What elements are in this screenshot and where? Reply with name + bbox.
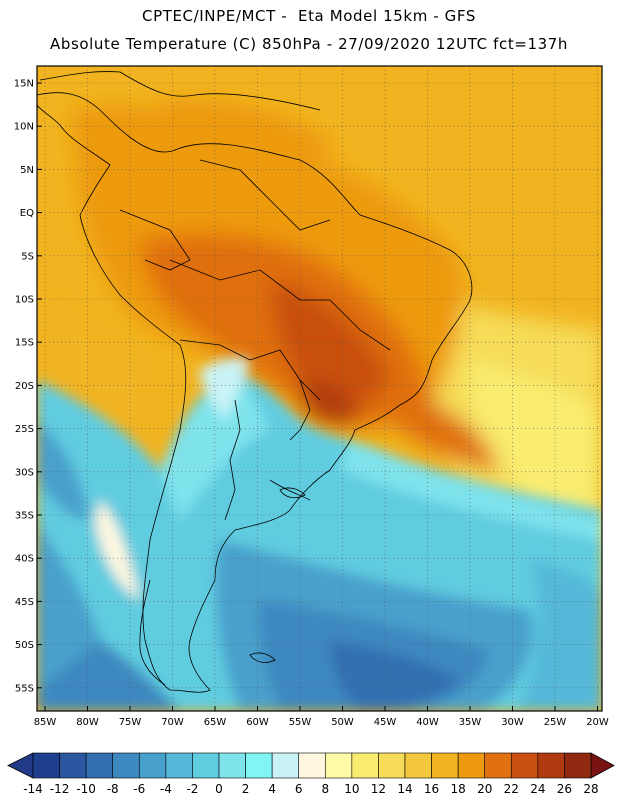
lat-tick-label: 5S <box>21 251 34 262</box>
lat-tick-label: 5N <box>20 165 34 176</box>
lat-tick-label: 55S <box>15 683 34 694</box>
colorbar-swatch <box>299 753 326 778</box>
colorbar-swatch <box>325 753 352 778</box>
lon-tick-label: 85W <box>34 717 57 728</box>
colorbar-swatch <box>405 753 432 778</box>
colorbar-swatch <box>219 753 246 778</box>
colorbar-swatch <box>485 753 512 778</box>
colorbar-label: -6 <box>133 782 145 796</box>
colorbar-label: 6 <box>295 782 303 796</box>
colorbar-label: 2 <box>242 782 250 796</box>
colorbar: -14 -12 -10 -8 -6 -4 -2 0 2 4 6 8 10 12 14 16 18 20 22 24 26… <box>8 753 614 796</box>
colorbar-swatch <box>352 753 379 778</box>
lat-tick-label: EQ <box>20 208 34 219</box>
colorbar-label: 14 <box>397 782 412 796</box>
temperature-field <box>37 66 602 711</box>
lon-tick-label: 50W <box>331 717 354 728</box>
colorbar-swatch <box>564 753 591 778</box>
lon-tick-label: 25W <box>544 717 567 728</box>
lat-tick-label: 45S <box>15 597 34 608</box>
colorbar-swatch <box>246 753 273 778</box>
colorbar-label: -12 <box>50 782 70 796</box>
colorbar-label: -4 <box>160 782 172 796</box>
colorbar-label: 12 <box>371 782 386 796</box>
colorbar-label: -10 <box>76 782 96 796</box>
lon-tick-label: 30W <box>501 717 524 728</box>
colorbar-label: 28 <box>583 782 598 796</box>
lon-tick-label: 35W <box>459 717 482 728</box>
colorbar-swatch <box>511 753 538 778</box>
lat-tick-label: 30S <box>15 467 34 478</box>
colorbar-swatch <box>166 753 193 778</box>
colorbar-label: 16 <box>424 782 439 796</box>
colorbar-swatch <box>192 753 219 778</box>
lon-tick-label: 75W <box>119 717 142 728</box>
lat-tick-label: 40S <box>15 554 34 565</box>
colorbar-swatch <box>139 753 166 778</box>
lat-tick-label: 10S <box>15 295 34 306</box>
lat-tick-label: 20S <box>15 381 34 392</box>
colorbar-swatch <box>60 753 87 778</box>
colorbar-label: 10 <box>344 782 359 796</box>
colorbar-label: -14 <box>23 782 43 796</box>
colorbar-label: 24 <box>530 782 545 796</box>
lon-tick-label: 65W <box>204 717 227 728</box>
colorbar-high-extension <box>591 753 614 778</box>
colorbar-swatch <box>458 753 485 778</box>
lon-tick-label: 80W <box>76 717 99 728</box>
lat-tick-label: 35S <box>15 511 34 522</box>
colorbar-label: 0 <box>215 782 223 796</box>
colorbar-swatch <box>33 753 60 778</box>
colorbar-swatch <box>378 753 405 778</box>
lon-tick-label: 45W <box>374 717 397 728</box>
colorbar-label: 8 <box>321 782 329 796</box>
lat-tick-label: 50S <box>15 640 34 651</box>
colorbar-swatch <box>538 753 565 778</box>
lon-tick-label: 55W <box>289 717 312 728</box>
colorbar-swatch <box>272 753 299 778</box>
lon-tick-label: 40W <box>416 717 439 728</box>
colorbar-low-extension <box>8 753 33 778</box>
lat-tick-label: 10N <box>14 122 34 133</box>
colorbar-label: 26 <box>557 782 572 796</box>
colorbar-label: 18 <box>451 782 466 796</box>
colorbar-swatch <box>113 753 140 778</box>
colorbar-swatch <box>432 753 459 778</box>
lat-tick-label: 15S <box>15 338 34 349</box>
colorbar-label: -2 <box>186 782 198 796</box>
lat-tick-label: 25S <box>15 424 34 435</box>
colorbar-swatch <box>86 753 113 778</box>
lon-tick-label: 70W <box>161 717 184 728</box>
lat-tick-label: 15N <box>14 79 34 90</box>
lon-tick-label: 20W <box>586 717 609 728</box>
lon-tick-label: 60W <box>246 717 269 728</box>
colorbar-label: -8 <box>107 782 119 796</box>
colorbar-label: 20 <box>477 782 492 796</box>
colorbar-label: 4 <box>268 782 276 796</box>
colorbar-label: 22 <box>504 782 519 796</box>
